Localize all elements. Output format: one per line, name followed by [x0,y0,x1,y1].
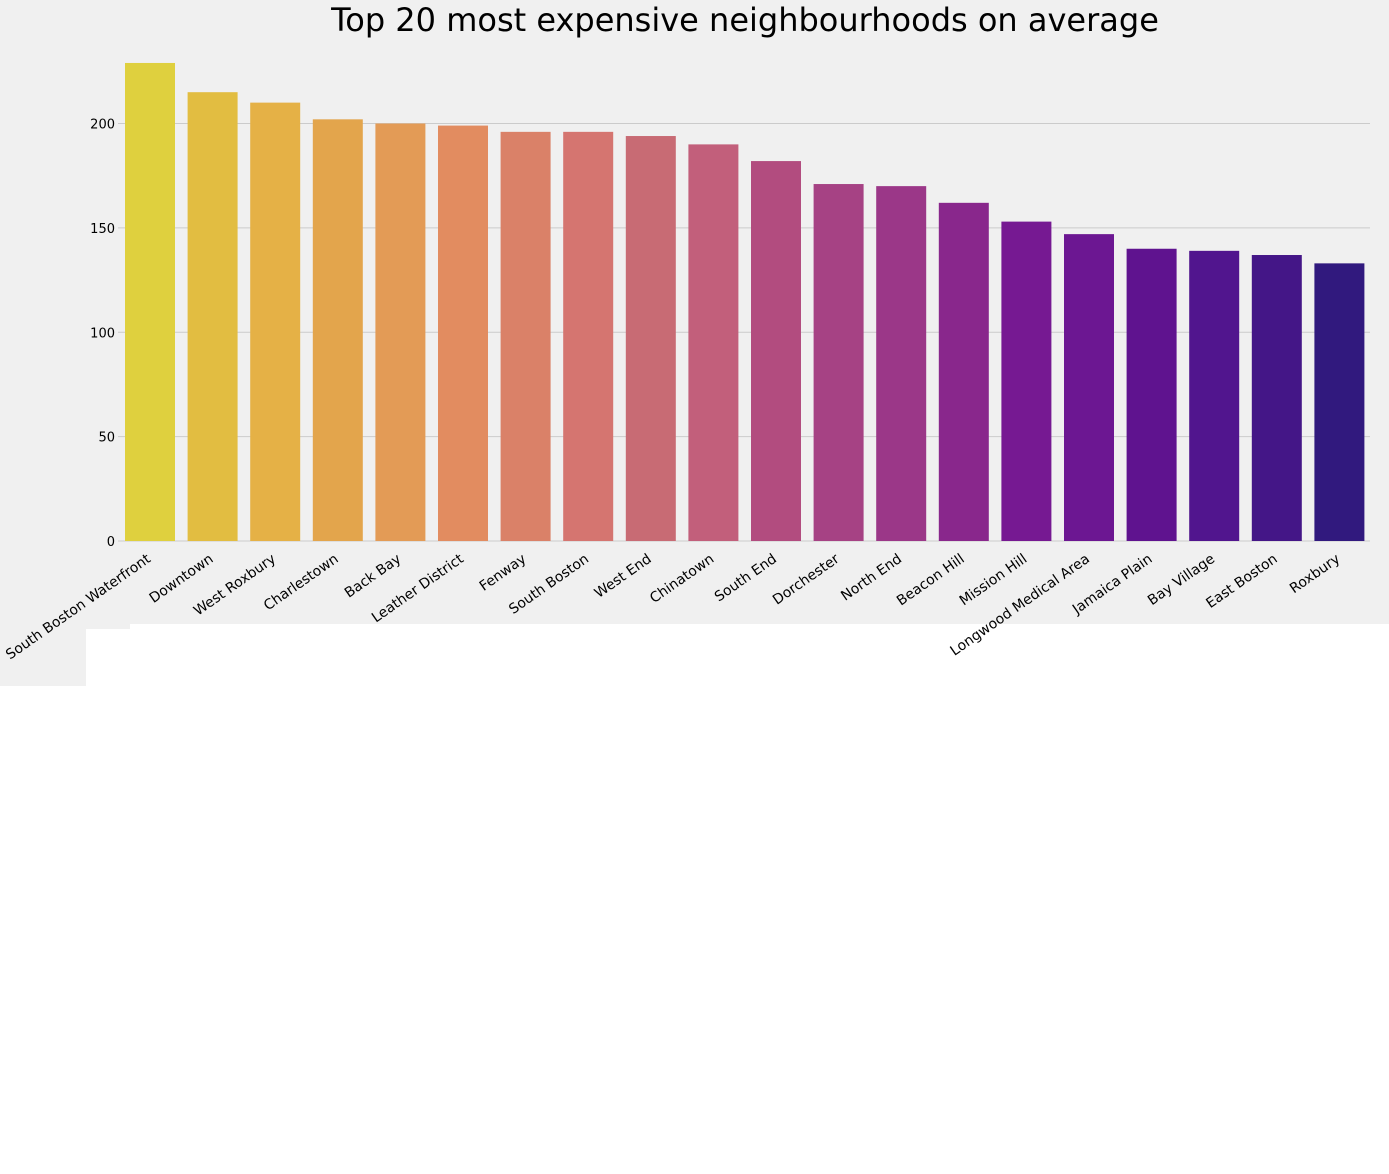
bar [1251,255,1302,541]
y-tick-label: 200 [90,118,115,133]
figure-background-label-overflow-2 [0,624,86,686]
bar [751,161,801,541]
bar [938,202,989,541]
y-tick-label: 50 [98,431,115,446]
chart-title: Top 20 most expensive neighbourhoods on … [330,1,1159,39]
bar [813,184,864,541]
bar [125,62,175,542]
y-tick-labels: 0 50 100 150 200 [90,118,115,551]
bar [876,186,927,541]
bar [1314,263,1365,541]
y-tick-label: 100 [90,326,115,341]
bar [438,125,488,542]
bars [125,62,1365,542]
bar [187,92,238,541]
y-tick-label: 0 [107,535,115,550]
bar [500,131,551,541]
bar [250,102,301,541]
bar [625,136,676,541]
bar [688,144,739,541]
bar [1001,221,1052,542]
bar [312,119,363,541]
bar [375,123,426,541]
y-tick-label: 150 [90,222,115,237]
bar [563,131,614,541]
bar [1064,234,1114,541]
bar [1126,248,1177,541]
bar [1189,250,1240,541]
